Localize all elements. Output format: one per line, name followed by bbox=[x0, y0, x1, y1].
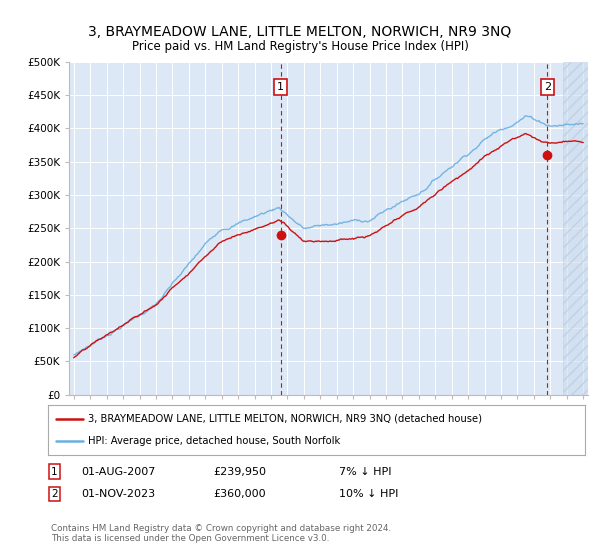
Text: 3, BRAYMEADOW LANE, LITTLE MELTON, NORWICH, NR9 3NQ: 3, BRAYMEADOW LANE, LITTLE MELTON, NORWI… bbox=[88, 25, 512, 39]
Text: 1: 1 bbox=[51, 466, 58, 477]
Text: 7% ↓ HPI: 7% ↓ HPI bbox=[339, 466, 391, 477]
Bar bbox=[563, 62, 591, 395]
Text: 2: 2 bbox=[544, 82, 551, 92]
Text: £239,950: £239,950 bbox=[213, 466, 266, 477]
Text: 01-AUG-2007: 01-AUG-2007 bbox=[81, 466, 155, 477]
Text: 1: 1 bbox=[277, 82, 284, 92]
Text: 01-NOV-2023: 01-NOV-2023 bbox=[81, 489, 155, 499]
Text: HPI: Average price, detached house, South Norfolk: HPI: Average price, detached house, Sout… bbox=[88, 436, 341, 446]
Text: Price paid vs. HM Land Registry's House Price Index (HPI): Price paid vs. HM Land Registry's House … bbox=[131, 40, 469, 53]
Text: 10% ↓ HPI: 10% ↓ HPI bbox=[339, 489, 398, 499]
Text: 2: 2 bbox=[51, 489, 58, 499]
Text: 3, BRAYMEADOW LANE, LITTLE MELTON, NORWICH, NR9 3NQ (detached house): 3, BRAYMEADOW LANE, LITTLE MELTON, NORWI… bbox=[88, 414, 482, 424]
Text: £360,000: £360,000 bbox=[213, 489, 266, 499]
Text: Contains HM Land Registry data © Crown copyright and database right 2024.
This d: Contains HM Land Registry data © Crown c… bbox=[51, 524, 391, 543]
